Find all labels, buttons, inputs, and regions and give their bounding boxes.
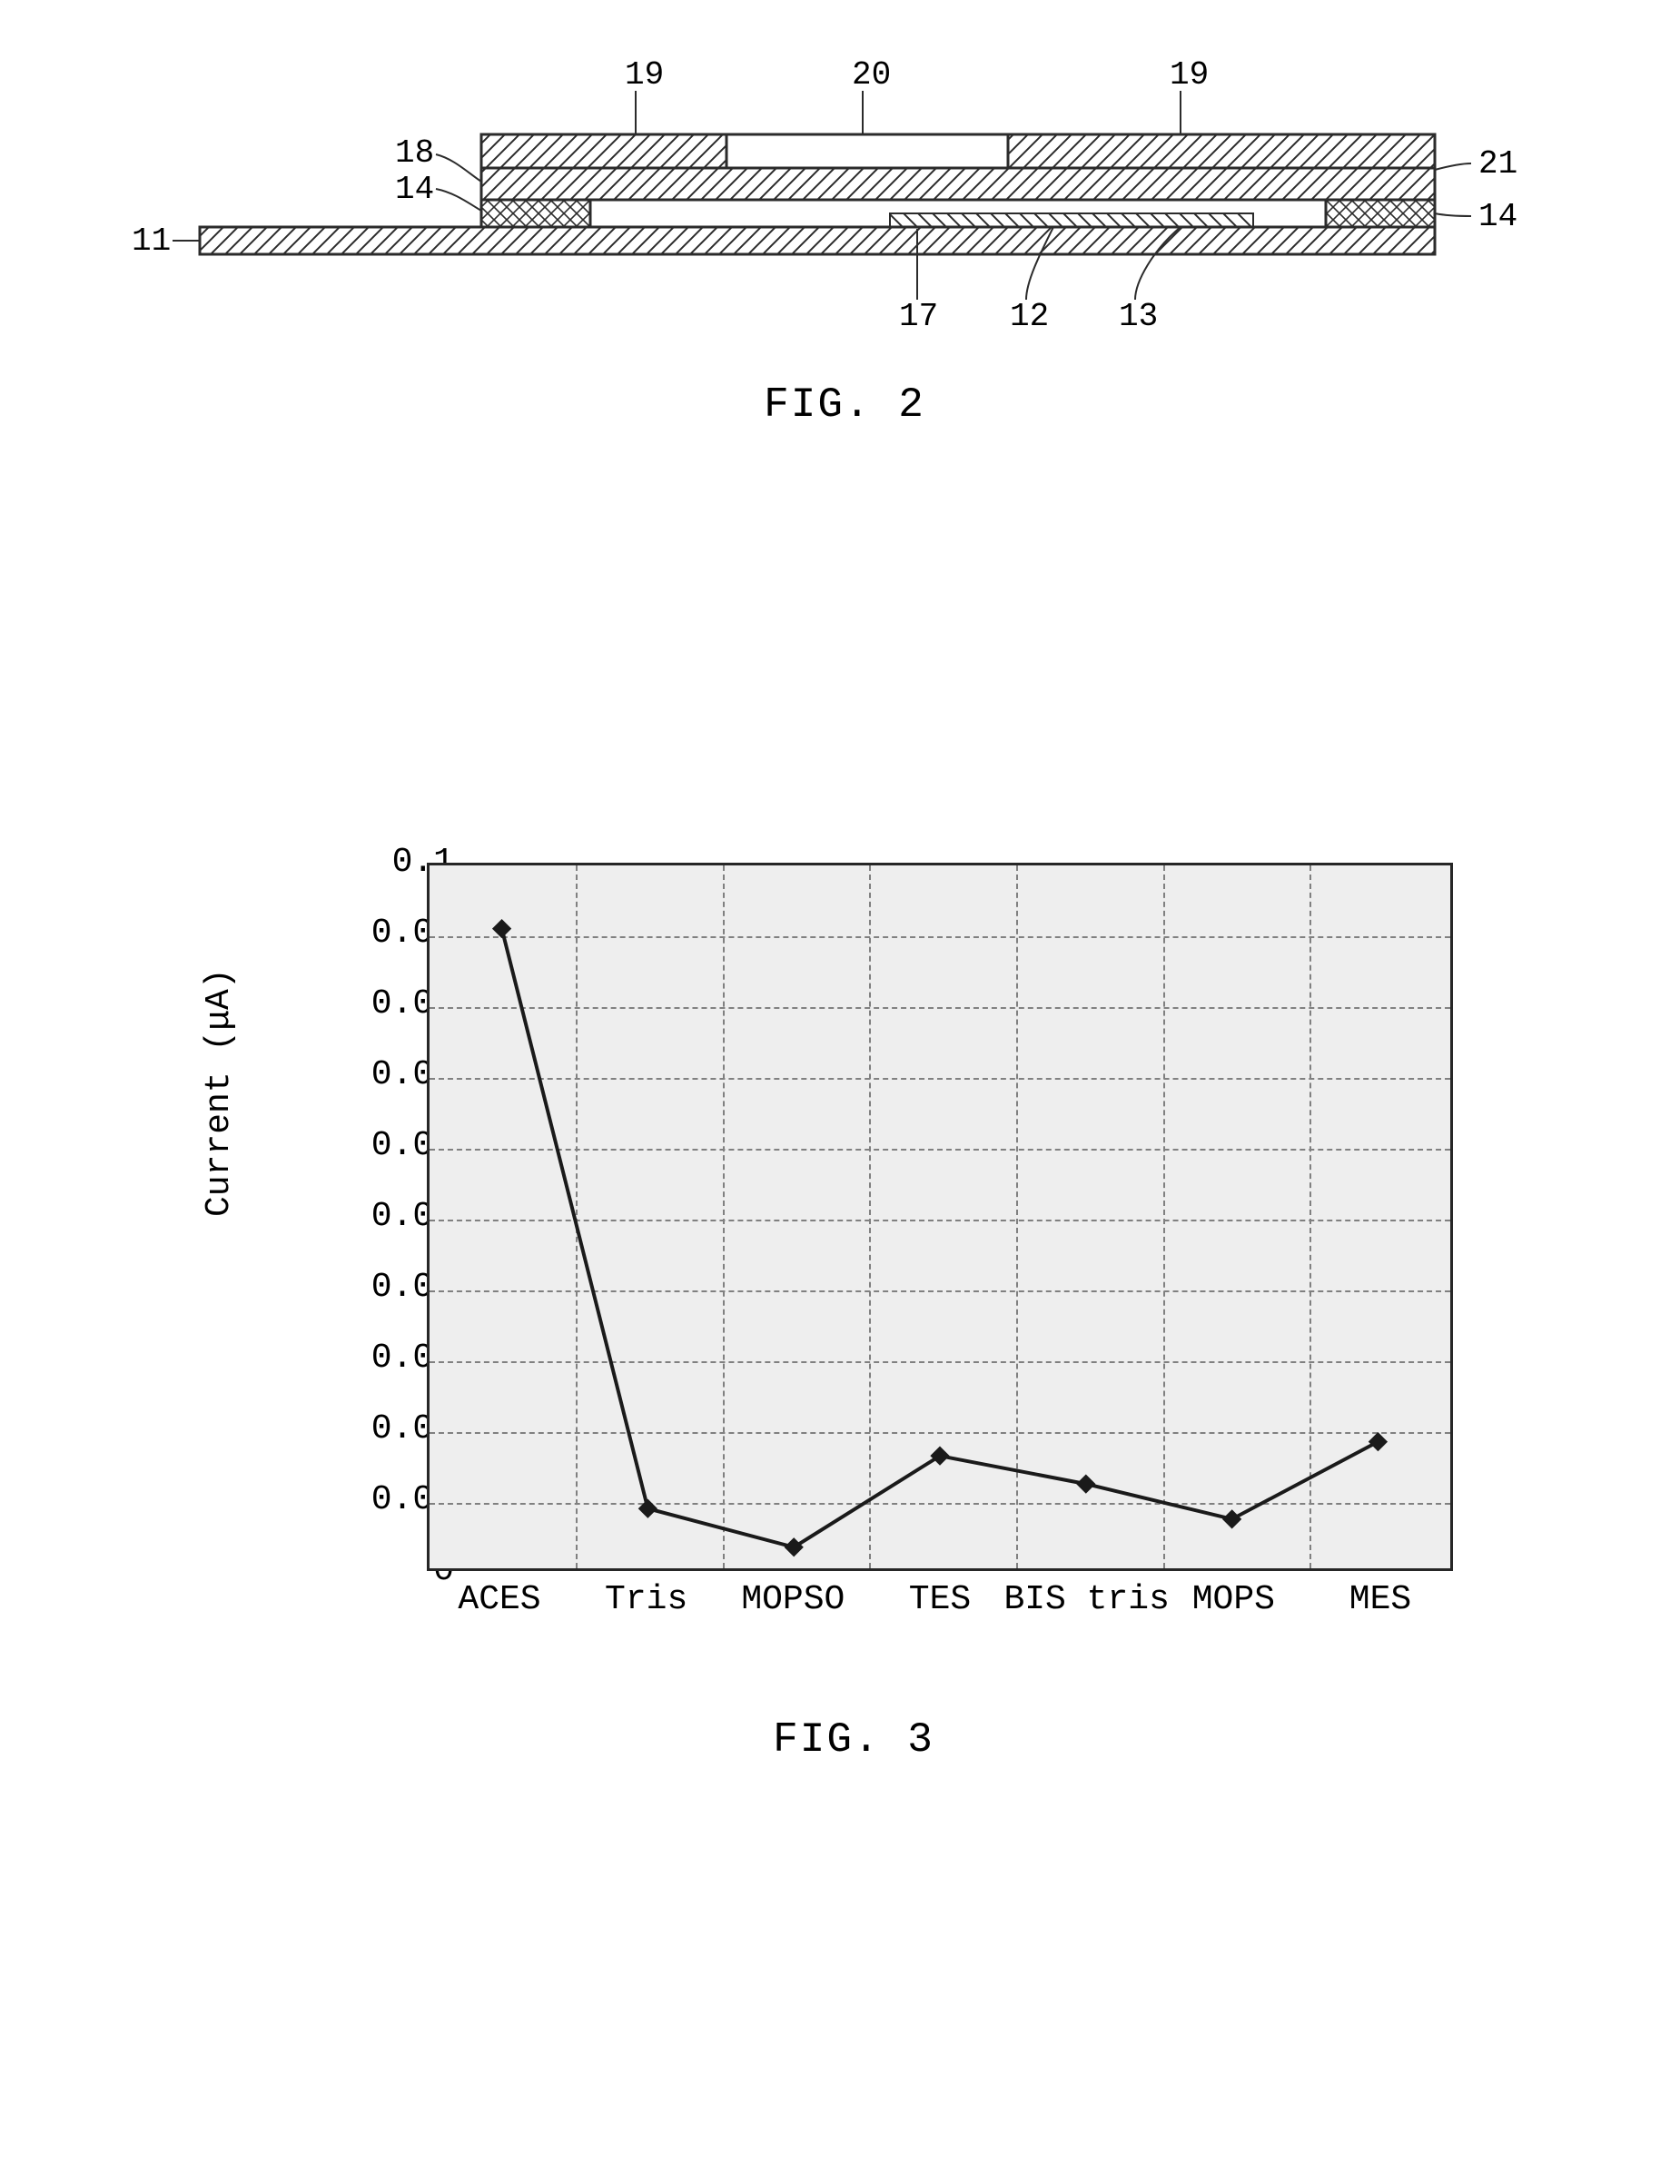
label-19a: 19 [625, 56, 664, 94]
x-tick-label: ACES [458, 1580, 540, 1619]
label-13: 13 [1119, 298, 1158, 335]
label-21: 21 [1478, 145, 1517, 183]
x-tick-label: MOPSO [741, 1580, 845, 1619]
figure-3: Current (μA) 00.010.020.030.040.050.060.… [209, 854, 1498, 1807]
label-14b: 14 [1478, 198, 1517, 235]
chart-plot-area [427, 863, 1453, 1571]
x-tick-label: MES [1349, 1580, 1411, 1619]
x-tick-label: TES [909, 1580, 971, 1619]
x-tick-label: MOPS [1192, 1580, 1275, 1619]
fig2-caption: FIG. 2 [163, 381, 1526, 429]
label-19b: 19 [1170, 56, 1209, 94]
figure-2: 19 20 19 18 14 11 21 14 17 12 13 FIG. 2 [163, 54, 1526, 436]
label-17: 17 [899, 298, 938, 335]
x-tick-label: Tris [605, 1580, 687, 1619]
fig3-caption: FIG. 3 [209, 1716, 1498, 1764]
label-12: 12 [1010, 298, 1049, 335]
x-tick-label: BIS tris [1003, 1580, 1169, 1619]
chart-line [430, 865, 1450, 1568]
label-18: 18 [395, 134, 434, 172]
y-axis-title: Current (μA) [200, 968, 239, 1217]
label-11: 11 [132, 222, 171, 260]
label-14a: 14 [395, 171, 434, 208]
label-20: 20 [852, 56, 891, 94]
fig2-diagram [163, 54, 1526, 327]
